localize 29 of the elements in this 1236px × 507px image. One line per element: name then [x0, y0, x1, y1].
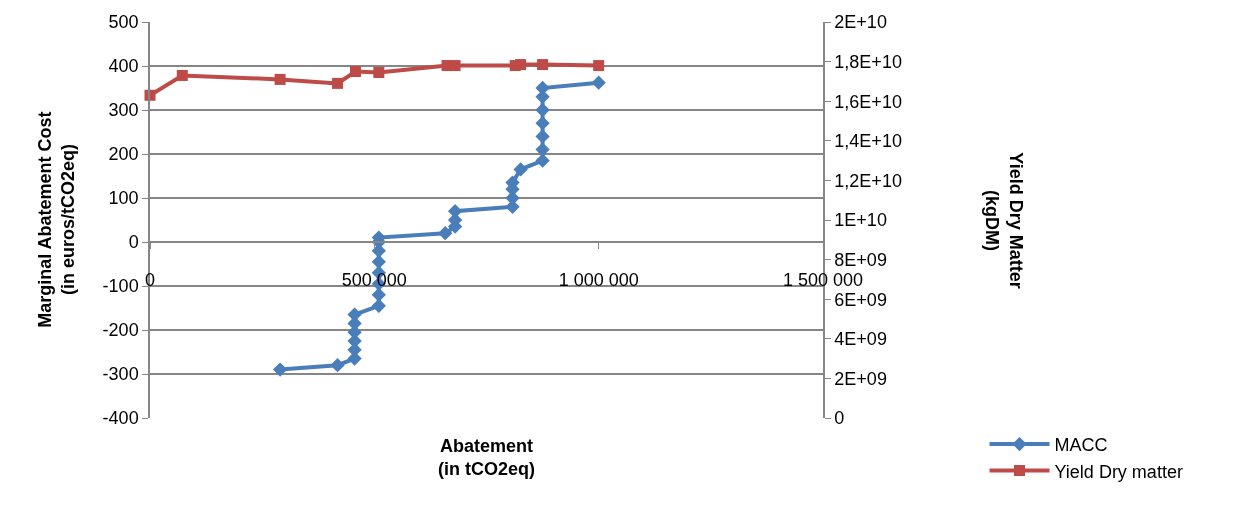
y-tick-label: 100 — [108, 188, 139, 209]
y2-tick-label: 2E+10 — [834, 12, 887, 33]
y-tick-label: 300 — [108, 100, 139, 121]
y2-tick-label: 4E+09 — [834, 329, 887, 350]
y2-tick-label: 1,4E+10 — [834, 131, 902, 152]
y-axis-title: Marginal Abatement Cost (in euros/tCO2eq) — [34, 111, 79, 328]
y2-tick-label: 1,8E+10 — [834, 51, 902, 72]
y2-tick-label: 1,2E+10 — [834, 170, 902, 191]
y-tick-label: 500 — [108, 12, 139, 33]
y-tick-label: -100 — [102, 276, 139, 297]
y2-tick-label: 2E+09 — [834, 368, 887, 389]
y2-tick-label: 6E+09 — [834, 289, 887, 310]
y2-tick-label: 8E+09 — [834, 249, 887, 270]
legend-label: MACC — [1054, 435, 1108, 456]
y-tick-label: 200 — [108, 144, 139, 165]
y-tick-label: -400 — [102, 408, 139, 429]
y2-axis-title: Yield Dry Matter (kgDM) — [982, 152, 1026, 289]
y-tick-label: -300 — [102, 364, 139, 385]
y-tick-label: 400 — [108, 56, 139, 77]
y2-tick-label: 1E+10 — [834, 210, 887, 231]
x-tick-label: 1 500 000 — [782, 270, 864, 291]
y-tick-label: 0 — [128, 232, 139, 253]
y2-tick-label: 1,6E+10 — [834, 91, 902, 112]
y-tick-label: -200 — [102, 320, 139, 341]
x-tick-label: 1 000 000 — [558, 270, 639, 291]
y2-tick-label: 0 — [834, 408, 845, 429]
x-tick-label: 0 — [144, 270, 156, 291]
legend-label: Yield Dry matter — [1054, 461, 1183, 482]
x-axis-title: Abatement (in tCO2eq) — [438, 436, 535, 480]
